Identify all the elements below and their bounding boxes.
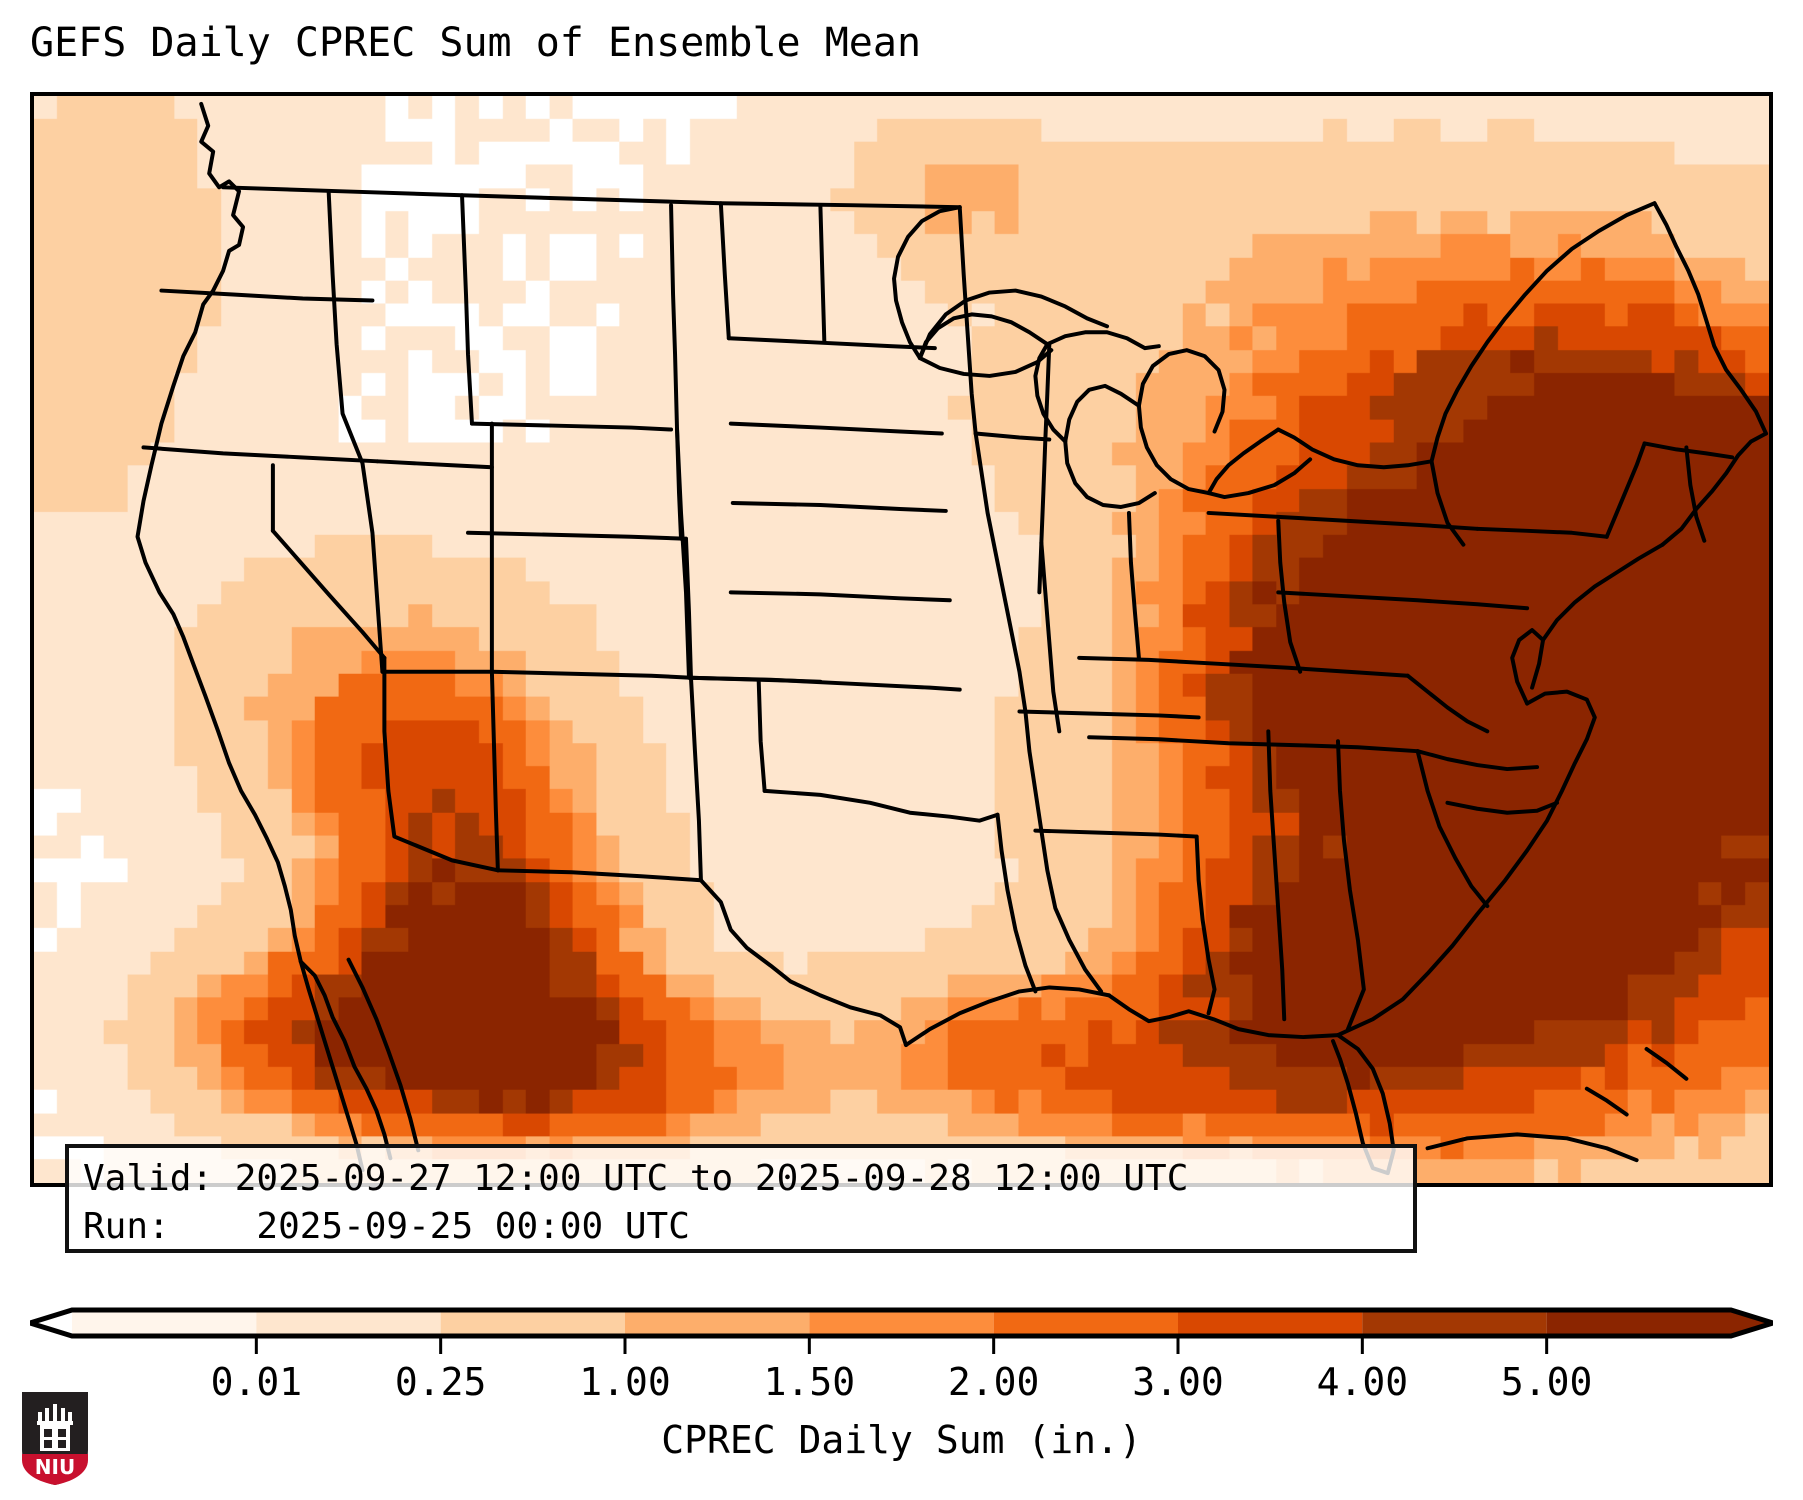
colorbar-tick-label: 2.00 xyxy=(947,1360,1040,1404)
colorbar-tick-labels: 0.01 0.25 1.00 1.50 2.00 3.00 4.00 5.00 xyxy=(30,1360,1773,1410)
colorbar-band xyxy=(1362,1310,1547,1336)
colorbar-band xyxy=(72,1310,257,1336)
colorbar-extend-low xyxy=(30,1310,72,1336)
colorbar-tick-label: 1.00 xyxy=(579,1360,671,1404)
logo-red-band xyxy=(22,1454,88,1485)
colorbar-outline xyxy=(30,1307,1773,1339)
colorbar-tick-label: 4.00 xyxy=(1316,1360,1409,1404)
colorbar-svg xyxy=(30,1307,1773,1354)
colorbar-tick-label: 0.01 xyxy=(210,1360,303,1404)
page-title: GEFS Daily CPREC Sum of Ensemble Mean xyxy=(30,20,922,66)
colorbar-band xyxy=(440,1310,625,1336)
colorbar-tick-label: 5.00 xyxy=(1500,1360,1593,1404)
niu-logo: NIU xyxy=(22,1392,88,1485)
colorbar-tick-label: 3.00 xyxy=(1132,1360,1224,1404)
run-time-text: Run: 2025-09-25 00:00 UTC xyxy=(83,1206,690,1247)
colorbar[interactable] xyxy=(30,1296,1773,1356)
colorbar-ticks xyxy=(254,1336,1549,1354)
colorbar-segments xyxy=(30,1310,1773,1336)
colorbar-axis-label: CPREC Daily Sum (in.) xyxy=(661,1418,1142,1462)
colorbar-band xyxy=(1546,1310,1731,1336)
colorbar-band xyxy=(625,1310,810,1336)
valid-time-text: Valid: 2025-09-27 12:00 UTC to 2025-09-2… xyxy=(83,1158,1189,1199)
colorbar-tick-label: 0.25 xyxy=(394,1360,487,1404)
logo-text: NIU xyxy=(35,1455,75,1479)
colorbar-band xyxy=(1178,1310,1363,1336)
colorbar-extend-high xyxy=(1731,1310,1773,1336)
colorbar-band xyxy=(809,1310,994,1336)
colorbar-tick-label: 1.50 xyxy=(763,1360,856,1404)
logo-castle-windows xyxy=(44,1429,66,1448)
weather-map-panel[interactable] xyxy=(30,92,1773,1187)
colorbar-band xyxy=(256,1310,441,1336)
precipitation-heatmap-canvas xyxy=(34,96,1769,1183)
colorbar-band xyxy=(993,1310,1178,1336)
forecast-info-box: Valid: 2025-09-27 12:00 UTC to 2025-09-2… xyxy=(65,1144,1417,1253)
